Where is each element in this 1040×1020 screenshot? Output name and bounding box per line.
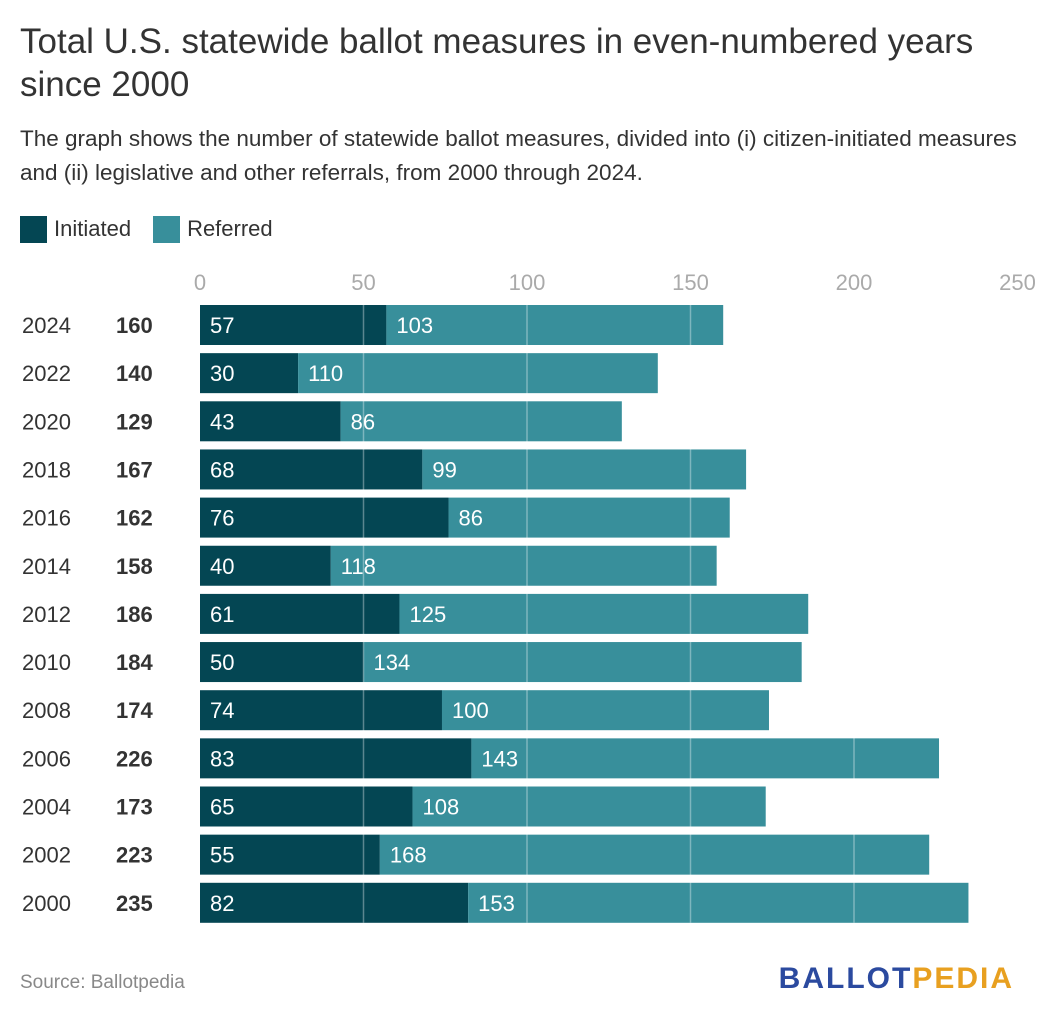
total-label: 174 [116, 698, 153, 723]
bar-referred [379, 834, 930, 875]
data-label-initiated: 43 [210, 409, 234, 434]
bar-referred [386, 305, 724, 345]
data-label-referred: 118 [341, 554, 376, 579]
bar-referred [448, 497, 730, 538]
logo-part-pedia: PEDIA [912, 962, 1014, 995]
y-category-label: 2006 [22, 746, 71, 771]
data-label-initiated: 74 [210, 698, 234, 723]
y-category-label: 2018 [22, 457, 71, 482]
data-label-initiated: 55 [210, 843, 234, 868]
data-label-initiated: 30 [210, 361, 234, 386]
data-label-initiated: 65 [210, 795, 234, 820]
bar-referred [471, 738, 940, 779]
total-label: 226 [116, 746, 153, 771]
legend-label-referred: Referred [187, 216, 273, 241]
data-label-initiated: 61 [210, 602, 234, 627]
bar-referred [441, 690, 769, 731]
bar-initiated [200, 305, 387, 345]
data-label-referred: 86 [351, 409, 375, 434]
y-category-label: 2000 [22, 891, 71, 916]
total-label: 186 [116, 602, 153, 627]
x-tick-label: 0 [194, 270, 206, 295]
data-label-referred: 168 [390, 843, 427, 868]
bar-initiated [200, 642, 364, 683]
total-label: 235 [116, 891, 153, 916]
bar-initiated [200, 882, 469, 923]
y-category-label: 2020 [22, 409, 71, 434]
data-label-referred: 125 [409, 602, 446, 627]
data-label-referred: 108 [423, 795, 460, 820]
total-label: 162 [116, 506, 153, 531]
data-label-initiated: 57 [210, 313, 234, 338]
bars-group [200, 305, 969, 923]
y-category-label: 2010 [22, 650, 71, 675]
data-label-referred: 99 [432, 457, 456, 482]
bar-referred [340, 401, 622, 442]
x-tick-label: 50 [351, 270, 375, 295]
total-label: 129 [116, 409, 153, 434]
bar-referred [298, 353, 658, 394]
data-label-referred: 143 [481, 746, 518, 771]
total-label: 160 [116, 313, 153, 338]
data-label-initiated: 76 [210, 506, 234, 531]
bar-initiated [200, 593, 400, 634]
chart-title: Total U.S. statewide ballot measures in … [20, 22, 974, 104]
legend-item-initiated: Initiated [20, 215, 132, 243]
data-label-initiated: 82 [210, 891, 234, 916]
legend-swatch-referred [153, 215, 181, 243]
source-note: Source: Ballotpedia [20, 972, 185, 993]
y-category-label: 2012 [22, 602, 71, 627]
bar-initiated [200, 497, 449, 538]
bar-initiated [200, 401, 341, 442]
data-label-referred: 100 [452, 698, 489, 723]
x-tick-label: 200 [836, 270, 873, 295]
ballotpedia-logo: BALLOTPEDIA [779, 962, 1014, 996]
bar-referred [468, 882, 969, 923]
y-category-label: 2004 [22, 795, 71, 820]
y-category-label: 2014 [22, 554, 71, 579]
bar-referred [399, 593, 809, 634]
y-category-label: 2008 [22, 698, 71, 723]
data-label-initiated: 50 [210, 650, 234, 675]
x-tick-label: 100 [509, 270, 546, 295]
bar-referred [363, 642, 802, 683]
y-category-label: 2022 [22, 361, 71, 386]
data-label-referred: 134 [374, 650, 411, 675]
total-label: 167 [116, 457, 153, 482]
data-label-referred: 103 [396, 313, 433, 338]
total-label: 140 [116, 361, 153, 386]
y-category-label: 2024 [22, 313, 71, 338]
logo-part-ballot: BALLOT [778, 962, 913, 995]
chart-subtitle: The graph shows the number of statewide … [20, 126, 1017, 185]
total-label: 173 [116, 795, 153, 820]
legend: Initiated Referred [20, 214, 295, 244]
y-category-label: 2002 [22, 843, 71, 868]
x-tick-label: 250 [999, 270, 1036, 295]
bar-initiated [200, 738, 472, 779]
legend-swatch-initiated [20, 215, 47, 243]
bar-initiated [200, 690, 442, 731]
data-label-initiated: 40 [210, 554, 234, 579]
total-label: 158 [116, 554, 153, 579]
data-label-initiated: 68 [210, 457, 234, 482]
legend-label-initiated: Initiated [54, 216, 132, 241]
bar-initiated [200, 449, 423, 490]
bar-referred [422, 449, 747, 490]
bar-initiated [200, 834, 380, 875]
bar-initiated [200, 786, 413, 827]
data-label-initiated: 83 [210, 746, 234, 771]
bar-initiated [200, 353, 299, 394]
total-label: 184 [116, 650, 153, 675]
bar-referred [412, 786, 766, 827]
bar-referred [330, 545, 717, 586]
data-label-referred: 86 [459, 506, 483, 531]
data-label-referred: 110 [308, 361, 343, 386]
legend-item-referred: Referred [153, 215, 273, 243]
total-label: 223 [116, 843, 153, 868]
y-category-label: 2016 [22, 506, 71, 531]
bar-initiated [200, 545, 331, 586]
data-label-referred: 153 [478, 891, 515, 916]
x-tick-label: 150 [672, 270, 709, 295]
